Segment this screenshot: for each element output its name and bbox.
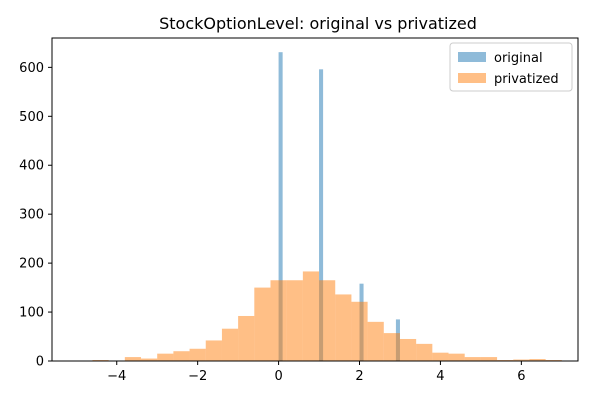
- bar-privatized-13: [302, 271, 320, 361]
- legend-label-original: original: [494, 51, 543, 66]
- y-tick-label: 400: [19, 159, 44, 174]
- x-tick-label: −4: [107, 369, 126, 384]
- y-tick-label: 300: [19, 208, 44, 223]
- bar-privatized-2: [124, 357, 142, 361]
- y-tick-label: 600: [19, 61, 44, 76]
- x-tick-label: 2: [355, 369, 363, 384]
- bar-privatized-21: [432, 352, 449, 361]
- bar-privatized-9: [238, 315, 255, 361]
- y-tick-label: 200: [19, 257, 44, 272]
- plot-frame: [51, 37, 579, 362]
- plot-area: [51, 37, 579, 362]
- legend-swatch-original: [458, 52, 486, 62]
- bar-privatized-11: [270, 280, 287, 361]
- bar-privatized-27: [529, 359, 546, 361]
- bar-privatized-7: [205, 340, 222, 361]
- bar-privatized-17: [367, 321, 384, 361]
- bar-privatized-24: [480, 357, 498, 361]
- bar-privatized-19: [399, 338, 417, 361]
- bar-privatized-3: [141, 358, 158, 361]
- legend-label-privatized: privatized: [494, 72, 559, 87]
- bar-privatized-16: [351, 301, 368, 361]
- y-tick-label: 500: [19, 110, 44, 125]
- bar-privatized-14: [319, 280, 336, 361]
- x-tick-label: −2: [188, 369, 207, 384]
- x-tick-label: 6: [517, 369, 525, 384]
- bar-privatized-23: [464, 357, 481, 361]
- bar-privatized-10: [254, 287, 271, 361]
- y-axis: 0 100 200 300 400 500 600: [19, 61, 52, 370]
- bar-original-0: [278, 52, 283, 362]
- bar-original-1: [319, 69, 324, 361]
- bar-privatized-6: [189, 348, 206, 361]
- x-tick-label: 0: [274, 369, 282, 384]
- bar-privatized-15: [335, 294, 352, 361]
- bar-privatized-20: [416, 343, 433, 361]
- bar-privatized-22: [448, 353, 465, 361]
- x-tick-label: 4: [436, 369, 444, 384]
- y-tick-label: 0: [36, 355, 44, 370]
- bar-privatized-5: [173, 351, 190, 361]
- bar-privatized-26: [513, 359, 530, 361]
- bar-privatized-12: [286, 280, 303, 361]
- bar-privatized-8: [221, 328, 239, 361]
- legend-swatch-privatized: [458, 73, 486, 83]
- bar-privatized-4: [157, 353, 174, 361]
- x-axis: −4 −2 0 2 4 6: [107, 361, 525, 384]
- legend: original privatized: [449, 42, 573, 92]
- chart-title: StockOptionLevel: original vs privatized: [159, 14, 477, 33]
- y-tick-label: 100: [19, 306, 44, 321]
- bar-privatized-18: [383, 333, 400, 361]
